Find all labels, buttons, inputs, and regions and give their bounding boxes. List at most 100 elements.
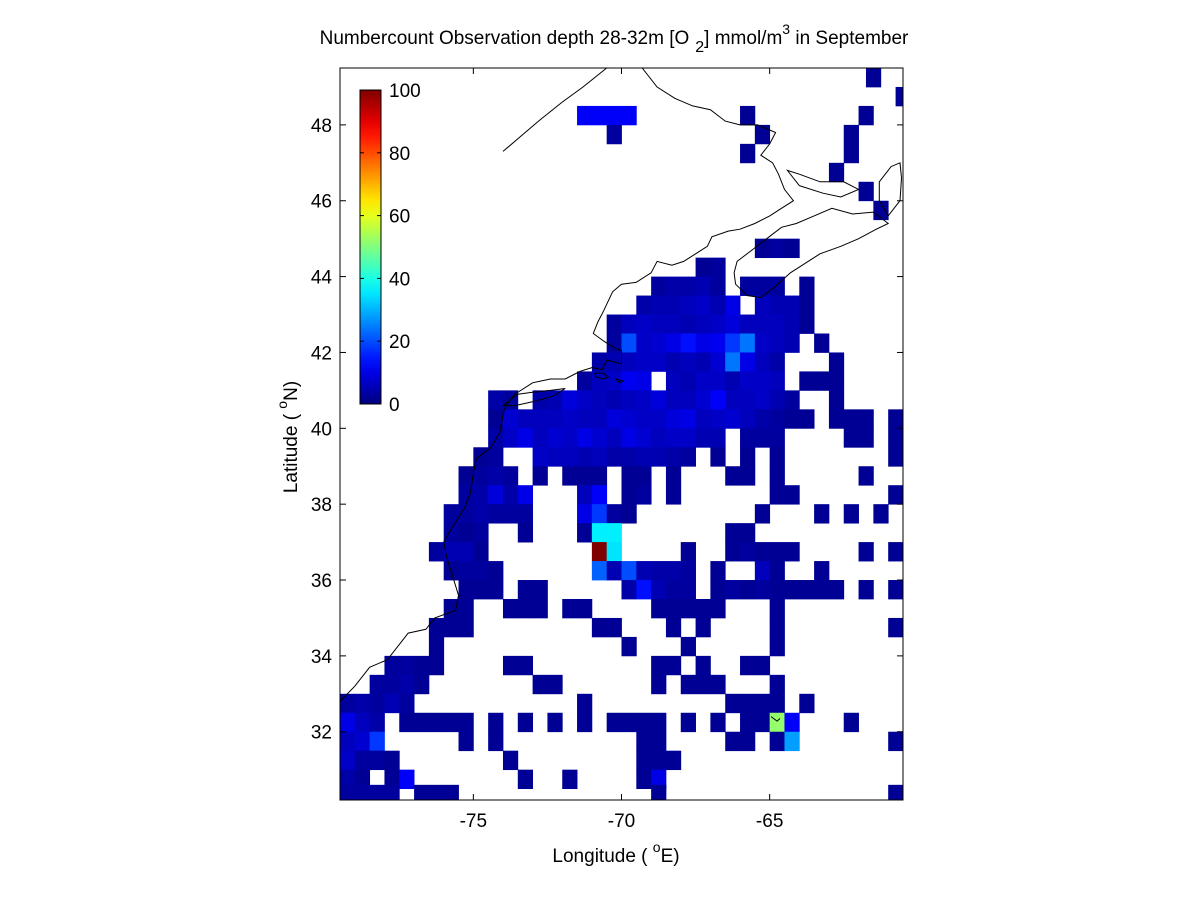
heatmap-cell	[710, 409, 726, 429]
heatmap-cell	[725, 523, 741, 543]
y-tick-label: 34	[311, 647, 333, 668]
heatmap-cell	[651, 447, 667, 467]
heatmap-cell	[547, 674, 563, 695]
y-axis-ticks: 32 34 36 38 40 42 44 46 48	[311, 116, 903, 744]
heatmap-cell	[517, 428, 534, 448]
heatmap-cell	[888, 731, 903, 752]
heatmap-cell	[784, 542, 800, 562]
heatmap-cell	[665, 561, 682, 581]
heatmap-cell	[784, 295, 800, 315]
heatmap-cell	[443, 784, 459, 800]
coastline-segment	[770, 716, 781, 722]
heatmap-cell	[888, 617, 903, 638]
heatmap-cell	[858, 428, 874, 448]
heatmap-cell	[754, 238, 771, 259]
heatmap-cell	[606, 333, 622, 353]
heatmap-cell	[651, 750, 667, 771]
heatmap-cell	[577, 105, 593, 126]
heatmap-cell	[636, 466, 652, 486]
coastline-segment	[733, 207, 890, 299]
heatmap-cell	[754, 561, 771, 581]
heatmap-cell	[369, 731, 385, 752]
heatmap-cell	[473, 504, 489, 524]
heatmap-cell	[488, 390, 504, 410]
heatmap-cell	[606, 314, 622, 334]
heatmap-cell	[369, 674, 385, 695]
heatmap-cell	[473, 523, 489, 543]
heatmap-cell	[354, 784, 371, 800]
heatmap-cell	[636, 731, 652, 752]
heatmap-cell	[769, 333, 785, 353]
heatmap-cell	[458, 731, 474, 752]
heatmap-cell	[473, 580, 489, 600]
heatmap-cell	[769, 447, 785, 467]
heatmap-cell	[754, 504, 771, 524]
heatmap-cell	[799, 276, 815, 296]
heatmap-cell	[532, 674, 548, 695]
heatmap-cell	[740, 731, 756, 752]
y-tick-label: 38	[311, 495, 332, 516]
heatmap-cell	[769, 561, 785, 581]
heatmap-cell	[695, 598, 711, 619]
heatmap-cell	[577, 447, 593, 467]
chart-title: Numbercount Observation depth 28-32m [O 2…	[320, 21, 909, 56]
heatmap-cell	[517, 485, 534, 505]
heatmap-cell	[562, 466, 578, 486]
heatmap-cell	[369, 712, 385, 733]
heatmap-cell	[799, 693, 815, 714]
heatmap-cell	[651, 784, 667, 800]
heatmap-cell	[710, 352, 726, 372]
heatmap-cell	[502, 750, 519, 771]
heatmap-cell	[769, 674, 785, 695]
heatmap-cell	[710, 390, 726, 410]
heatmap-cell	[865, 68, 882, 88]
heatmap-cell	[591, 428, 608, 448]
heatmap-cell	[651, 409, 667, 429]
heatmap-cell	[577, 390, 593, 410]
heatmap-cell	[895, 86, 903, 107]
heatmap-cell	[399, 655, 415, 676]
heatmap-cell	[591, 504, 608, 524]
heatmap-cell	[547, 409, 563, 429]
heatmap-cell	[843, 143, 859, 164]
heatmap-cell	[799, 314, 815, 334]
heatmap-cell	[665, 314, 682, 334]
heatmap-cell	[517, 769, 534, 790]
heatmap-cell	[740, 314, 756, 334]
heatmap-cell	[636, 485, 652, 505]
heatmap-cell	[858, 409, 874, 429]
heatmap-cell	[828, 409, 845, 429]
heatmap-cell	[562, 428, 578, 448]
heatmap-cell	[502, 504, 519, 524]
heatmap-cell	[843, 409, 859, 429]
heatmap-cell	[740, 276, 756, 296]
heatmap-cell	[680, 371, 696, 391]
heatmap-cell	[591, 523, 608, 543]
heatmap-cell	[636, 314, 652, 334]
heatmap-cell	[769, 352, 785, 372]
heatmap-cell	[458, 466, 474, 486]
heatmap-cell	[888, 542, 903, 562]
heatmap-cell	[769, 617, 785, 638]
heatmap-cell	[858, 181, 874, 202]
heatmap-cell	[621, 352, 637, 372]
heatmap-cell	[517, 523, 534, 543]
heatmap-cell	[414, 712, 430, 733]
heatmap-cell	[680, 352, 696, 372]
heatmap-cell	[828, 352, 845, 372]
heatmap-cell	[606, 617, 622, 638]
heatmap-cell	[695, 409, 711, 429]
colorbar-tick-label: 0	[389, 395, 400, 416]
x-axis-label: Longitude ( oE)	[552, 839, 679, 867]
heatmap-cell	[443, 598, 459, 619]
heatmap-cell	[473, 485, 489, 505]
heatmap-cell	[458, 712, 474, 733]
heatmap-cell	[784, 580, 800, 600]
heatmap-cell	[606, 542, 622, 562]
colorbar-ticks: 0 20 40 60 80 100	[360, 81, 421, 416]
heatmap-cell	[888, 580, 903, 600]
heatmap-cell	[769, 466, 785, 486]
heatmap-cell	[799, 580, 815, 600]
heatmap-cell	[695, 428, 711, 448]
heatmap-cell	[606, 712, 622, 733]
